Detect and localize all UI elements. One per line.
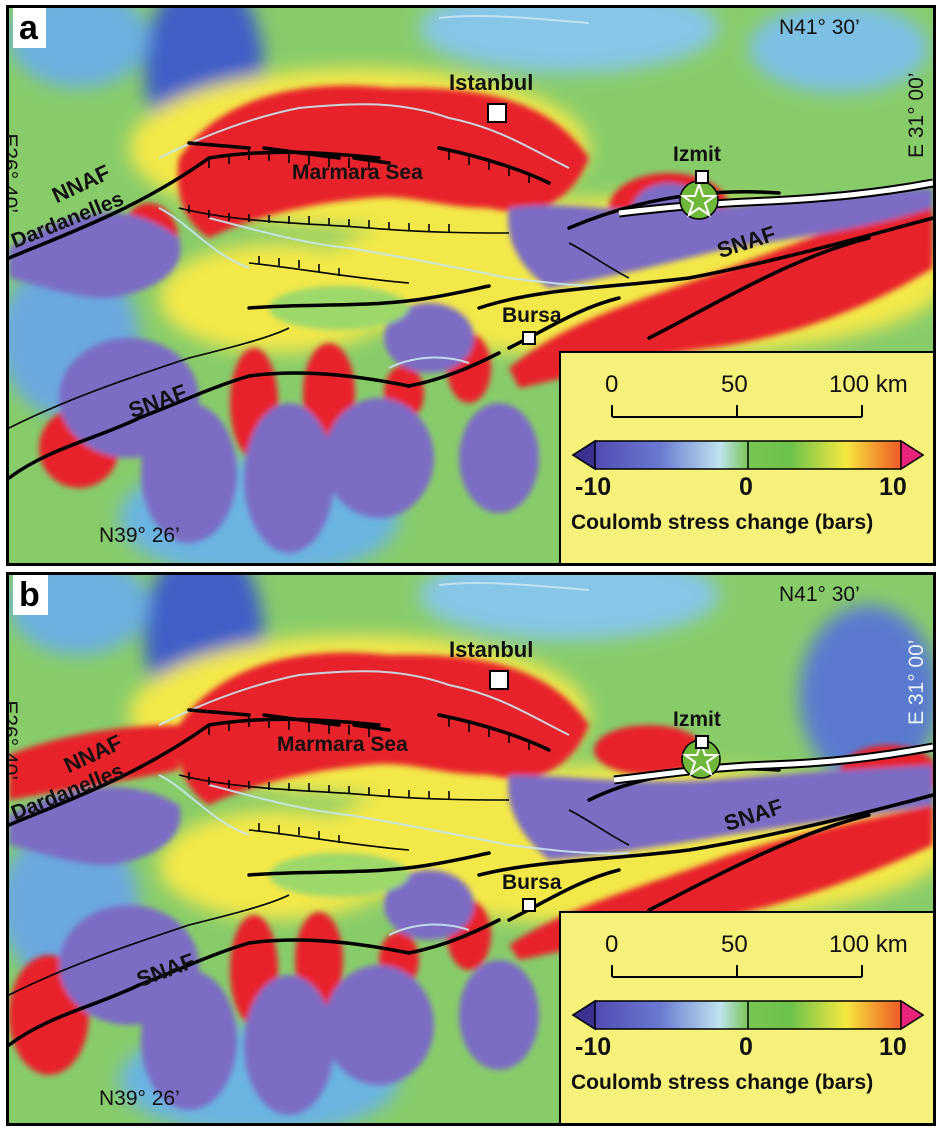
coord-bottom-left: N39° 26’ [99, 1087, 180, 1110]
panel-label: a [13, 8, 46, 48]
stress-map-b [9, 575, 933, 1123]
colorbar-tick-min: -10 [575, 473, 612, 501]
stress-map-a [9, 8, 933, 563]
istanbul-marker [489, 670, 509, 690]
colorbar-tick-zero: 0 [739, 1033, 753, 1061]
city-label-izmit: Izmit [673, 143, 721, 166]
legend-title: Coulomb stress change (bars) [571, 1071, 874, 1094]
coord-right-vertical: E 31° 00’ [905, 72, 928, 158]
coord-right-vertical: E 31° 00’ [905, 639, 928, 725]
panel-label: b [13, 575, 48, 615]
colorbar-tick-zero: 0 [739, 473, 753, 501]
scale-tick-50: 50 [721, 931, 748, 958]
legend-box: 0 50 100 km -10 0 10 Coulomb stress chan… [559, 351, 933, 563]
legend-graphics [571, 405, 925, 471]
coord-left-vertical: E26° 40’ [6, 133, 21, 213]
sea-label-marmara: Marmara Sea [277, 733, 408, 756]
sea-label-marmara: Marmara Sea [292, 161, 423, 184]
izmit-marker [695, 170, 709, 184]
scale-tick-100: 100 km [829, 931, 908, 958]
bursa-marker [522, 331, 536, 345]
legend-title: Coulomb stress change (bars) [571, 511, 874, 534]
city-label-istanbul: Istanbul [449, 637, 534, 662]
bursa-marker [522, 898, 536, 912]
map-panel-b: b Istanbul Izmit Bursa Marmara Sea Darda… [6, 572, 936, 1126]
coord-top-right: N41° 30’ [779, 16, 860, 39]
coord-top-right: N41° 30’ [779, 583, 860, 606]
scale-tick-0: 0 [605, 371, 619, 398]
legend-box: 0 50 100 km -10 0 10 Coulomb stress chan… [559, 911, 933, 1123]
city-label-bursa: Bursa [502, 304, 562, 327]
izmit-marker [695, 735, 709, 749]
istanbul-marker [487, 103, 507, 123]
map-panel-a: a Istanbul Izmit Bursa Marmara Sea Darda… [6, 5, 936, 566]
coord-left-vertical: E26° 40’ [6, 700, 21, 780]
scale-tick-100: 100 km [829, 371, 908, 398]
scale-tick-0: 0 [605, 931, 619, 958]
city-label-istanbul: Istanbul [449, 70, 534, 95]
colorbar-tick-max: 10 [879, 473, 907, 501]
city-label-izmit: Izmit [673, 708, 721, 731]
scale-tick-50: 50 [721, 371, 748, 398]
colorbar-tick-max: 10 [879, 1033, 907, 1061]
legend-graphics [571, 965, 925, 1031]
coord-bottom-left: N39° 26’ [99, 524, 180, 547]
city-label-bursa: Bursa [502, 871, 562, 894]
colorbar-tick-min: -10 [575, 1033, 612, 1061]
